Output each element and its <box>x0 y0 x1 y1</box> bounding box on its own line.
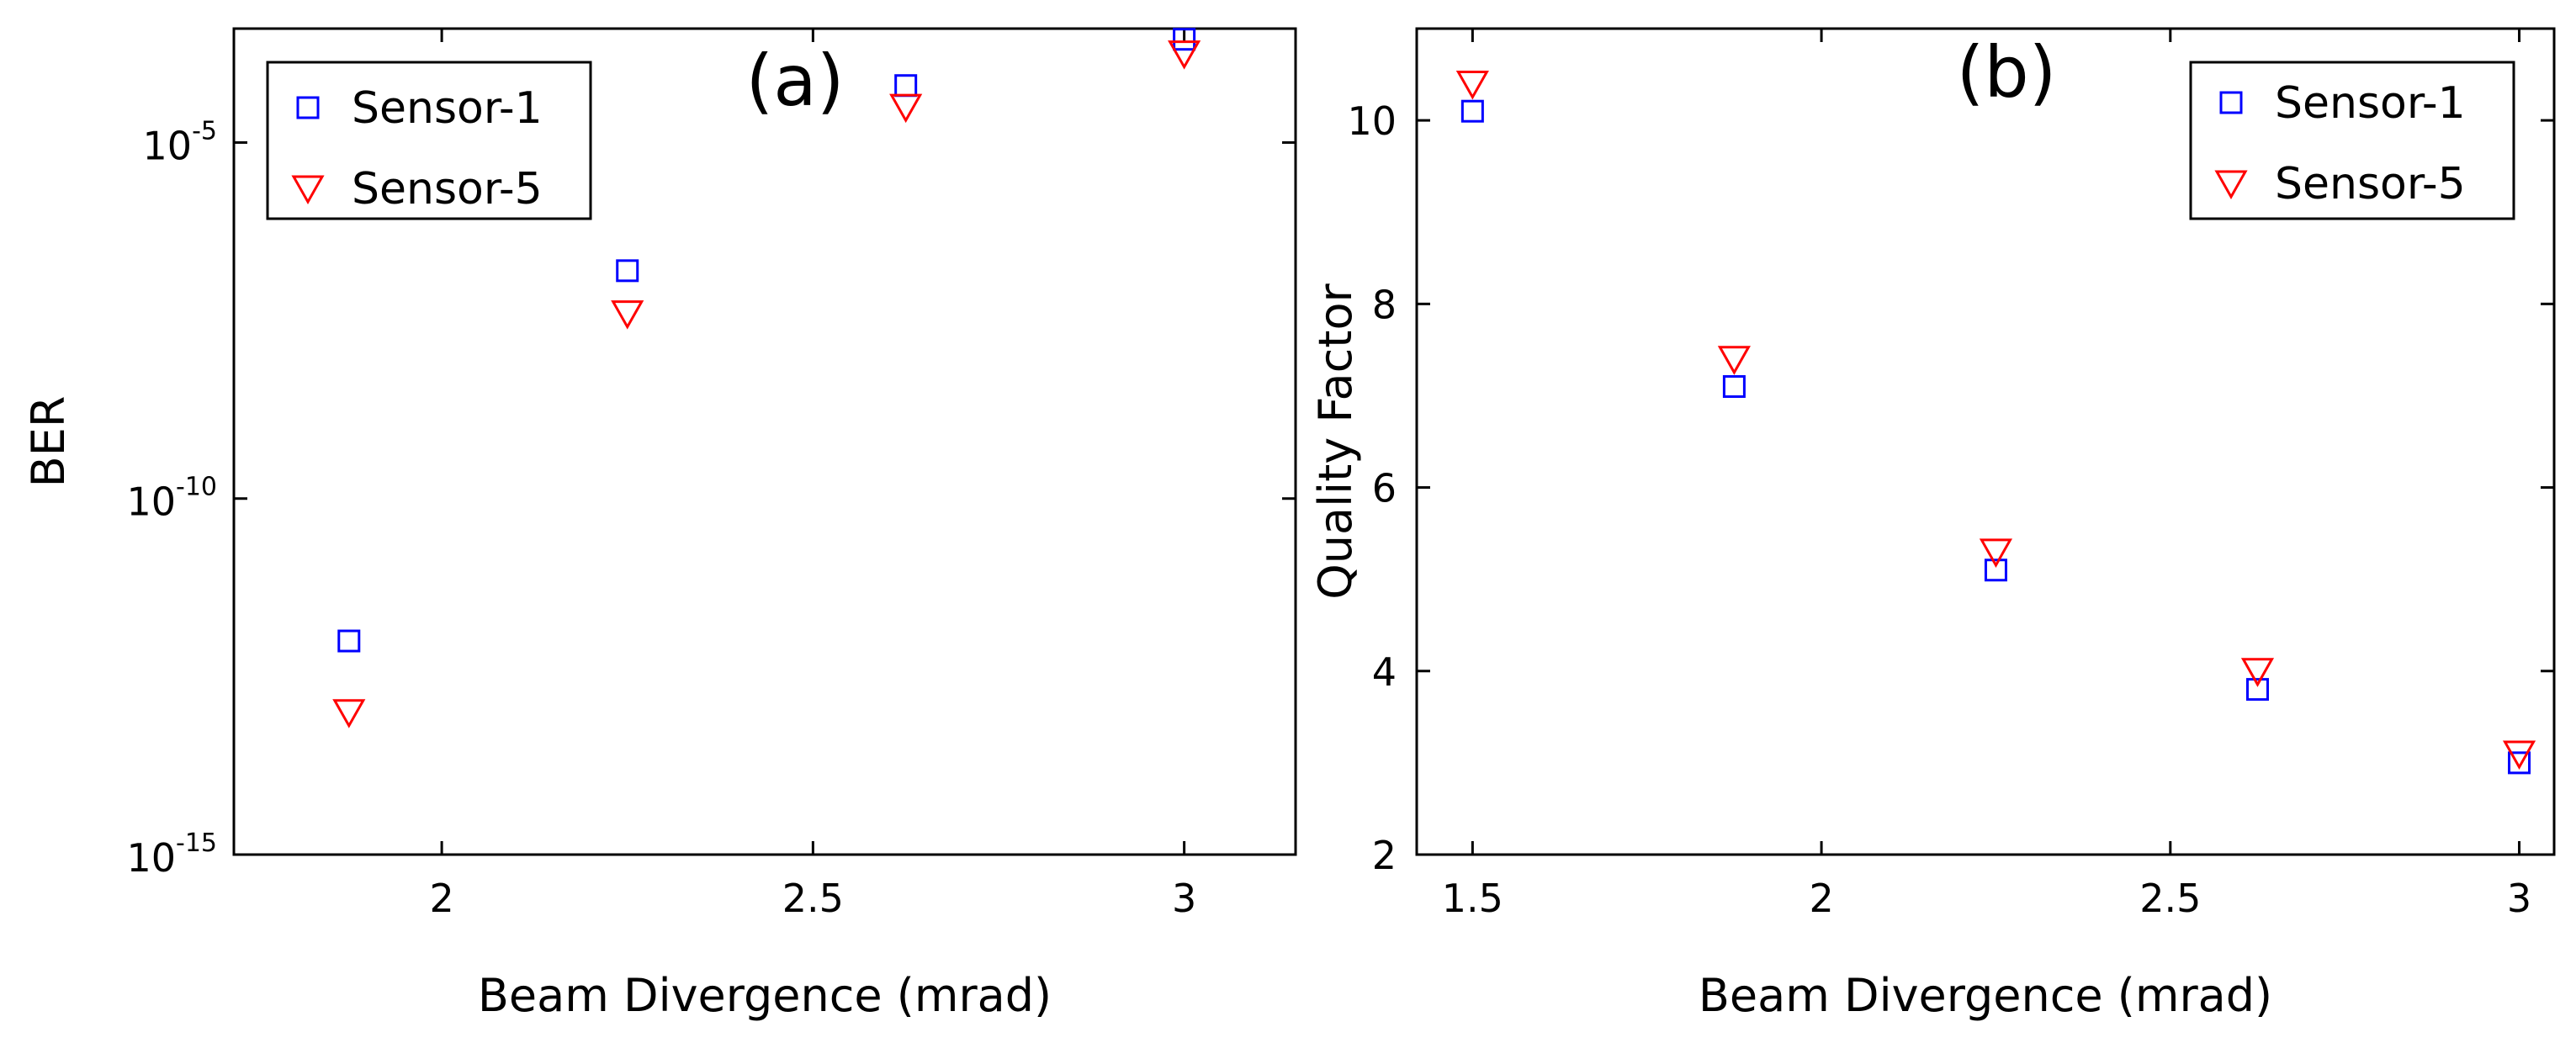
panel-a-y-axis-label: BER <box>22 396 75 488</box>
panel-a-y-tick-base: 10 <box>143 123 193 168</box>
panel-a-point-sensor-5 <box>611 300 644 330</box>
panel-b-y-tick-label: 10 <box>1347 98 1397 144</box>
panel-a-y-tick-label: 10-15 <box>126 829 217 881</box>
panel-b-x-tick-label: 2 <box>1809 876 1833 921</box>
panel-a-x-tick-label: 3 <box>1172 876 1196 921</box>
panel-b-point-sensor-1 <box>2245 678 2269 702</box>
panel-a-point-sensor-1 <box>337 629 361 653</box>
panel-b-legend-label: Sensor-1 <box>2275 78 2466 129</box>
panel-a-point-sensor-5 <box>1168 40 1201 70</box>
panel-b-series-sensor-1 <box>1460 99 2531 775</box>
panel-b-y-axis-label: Quality Factor <box>1309 283 1362 599</box>
panel-b-point-sensor-1 <box>2508 751 2531 775</box>
panel-b-point-sensor-5 <box>1979 538 2013 568</box>
panel-b-point-sensor-1 <box>1460 99 1484 123</box>
panel-a-point-sensor-1 <box>1173 28 1196 51</box>
panel-b-point-sensor-5 <box>1717 346 1751 375</box>
panel-b-legend-label: Sensor-5 <box>2275 159 2466 209</box>
panel-a-x-axis-label: Beam Divergence (mrad) <box>478 969 1052 1022</box>
panel-a-series-sensor-1 <box>337 28 1196 653</box>
panel-a-y-tick-label: 10-10 <box>126 473 217 525</box>
panel-a-legend-label: Sensor-5 <box>352 164 543 214</box>
panel-b-legend: Sensor-1 Sensor-5 <box>2189 61 2515 220</box>
panel-a-y-tick-base: 10 <box>126 835 176 881</box>
panel-a-legend-marker-sensor-1 <box>296 96 320 119</box>
panel-b-title: (b) <box>1957 31 2057 114</box>
panel-a-point-sensor-1 <box>616 259 639 283</box>
panel-b-point-sensor-5 <box>2240 658 2275 687</box>
panel-a-point-sensor-5 <box>889 93 923 124</box>
panel-a-legend: Sensor-1 Sensor-5 <box>266 61 592 220</box>
panel-b-legend-marker-sensor-5 <box>2214 170 2248 200</box>
panel-b-plot-frame <box>1415 27 2556 856</box>
panel-b-point-sensor-1 <box>1984 559 2007 582</box>
panel-a-point-sensor-1 <box>894 74 918 98</box>
panel-b-point-sensor-5 <box>2502 740 2536 770</box>
panel-b-y-tick-label: 4 <box>1372 649 1397 695</box>
panel-b-x-axis-label: Beam Divergence (mrad) <box>1699 969 2272 1022</box>
panel-a-y-tick-exponent: -15 <box>176 829 217 858</box>
panel-a-x-tick-label: 2.5 <box>782 876 844 921</box>
panel-a-y-tick-exponent: -10 <box>176 473 217 502</box>
panel-b-legend-box <box>2189 61 2515 220</box>
panel-a-series-sensor-5 <box>332 40 1201 728</box>
panel-b-x-tick-label: 3 <box>2507 876 2531 921</box>
panel-a-x-tick-label: 2 <box>429 876 453 921</box>
panel-a-legend-marker-sensor-5 <box>291 175 325 205</box>
panel-b-y-tick-label: 2 <box>1372 833 1397 878</box>
panel-a-y-tick-exponent: -5 <box>192 116 217 146</box>
panel-a-plot-frame <box>232 27 1297 856</box>
panel-a-title: (a) <box>745 40 844 122</box>
panel-a-y-tick-label: 10-5 <box>143 116 217 168</box>
panel-b-legend-marker-sensor-1 <box>2219 91 2243 114</box>
panel-b-point-sensor-5 <box>1455 70 1489 100</box>
panel-b-x-tick-label: 1.5 <box>1442 876 1503 921</box>
panel-b-y-tick-label: 6 <box>1372 466 1397 511</box>
panel-b-y-tick-label: 8 <box>1372 282 1397 327</box>
panel-a-legend-label: Sensor-1 <box>352 83 543 134</box>
panel-a-point-sensor-5 <box>332 699 366 728</box>
panel-b-series-sensor-5 <box>1455 70 2536 770</box>
panel-b-point-sensor-1 <box>1722 375 1746 399</box>
panel-a-legend-box <box>266 61 592 220</box>
panel-b-x-tick-label: 2.5 <box>2139 876 2201 921</box>
panel-a-y-tick-base: 10 <box>126 479 176 525</box>
panel-b: 1.5 2 2.5 3 2 4 6 8 10 Beam Divergence (mrad) Qual… <box>1309 27 2556 1022</box>
